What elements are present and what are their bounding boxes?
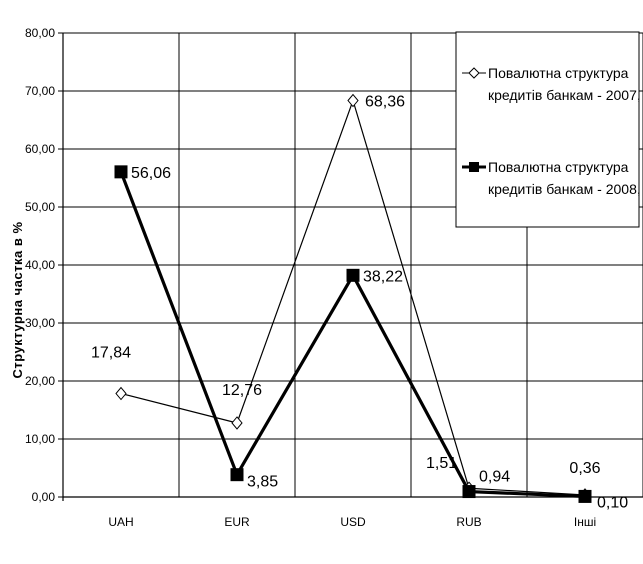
gridlines	[62, 32, 643, 498]
data-label-2007: 12,76	[222, 382, 262, 399]
legend-label-2008-line1: Повалютна структура	[488, 159, 629, 175]
data-label-2008: 0,10	[597, 494, 628, 511]
y-tick-label: 0,00	[32, 490, 56, 504]
y-tick-label: 20,00	[25, 374, 55, 388]
axes: 0,00 10,00 20,00 30,00 40,00 50,00 60,00 70,00 8…	[25, 26, 643, 529]
y-tick-label: 30,00	[25, 316, 55, 330]
data-label-2007: 68,36	[365, 94, 405, 111]
data-label-2007: 0,36	[569, 460, 600, 477]
x-tick-label: RUB	[456, 515, 481, 529]
data-label-2007: 1,51	[426, 455, 457, 472]
data-point-2008	[578, 489, 592, 503]
legend: Повалютна структура кредитів банкам - 20…	[455, 31, 643, 228]
data-point-2008	[230, 468, 244, 482]
data-label-2008: 38,22	[363, 268, 403, 285]
x-tick-label: USD	[340, 515, 366, 529]
diamond-marker-icon	[468, 67, 480, 79]
square-marker-icon	[469, 162, 479, 172]
legend-box	[455, 31, 640, 228]
y-axis-title: Структурна частка в %	[10, 221, 25, 378]
data-label-2007: 17,84	[91, 345, 131, 362]
legend-label-2008-line2: кредитів банкам - 2008, %	[488, 181, 643, 197]
data-label-2008: 0,94	[479, 469, 510, 486]
data-point-2007	[115, 386, 127, 401]
data-label-2008: 56,06	[131, 165, 171, 182]
data-label-2008: 3,85	[247, 474, 278, 491]
data-point-2008	[114, 165, 128, 179]
y-tick-label: 40,00	[25, 258, 55, 272]
legend-label-2007-line1: Повалютна структура	[488, 65, 629, 81]
y-tick-label: 50,00	[25, 200, 55, 214]
y-tick-label: 10,00	[25, 432, 55, 446]
data-point-2008	[346, 268, 360, 282]
data-labels: 17,84 12,76 68,36 1,51 0,36 56,06 3,85 38,22 0,9…	[91, 94, 628, 512]
data-point-2007	[347, 93, 359, 108]
legend-item-2007: Повалютна структура кредитів банкам - 20…	[462, 65, 643, 103]
y-tick-label: 70,00	[25, 84, 55, 98]
series-lines	[114, 93, 592, 503]
legend-item-2008: Повалютна структура кредитів банкам - 20…	[462, 159, 643, 197]
data-point-2008	[462, 485, 476, 499]
x-tick-label: UAH	[108, 515, 133, 529]
legend-label-2007-line2: кредитів банкам - 2007, %	[488, 87, 643, 103]
x-tick-label: Інші	[574, 515, 596, 529]
data-point-2007	[231, 416, 243, 430]
y-tick-label: 80,00	[25, 26, 55, 40]
y-tick-label: 60,00	[25, 142, 55, 156]
x-tick-label: EUR	[224, 515, 250, 529]
